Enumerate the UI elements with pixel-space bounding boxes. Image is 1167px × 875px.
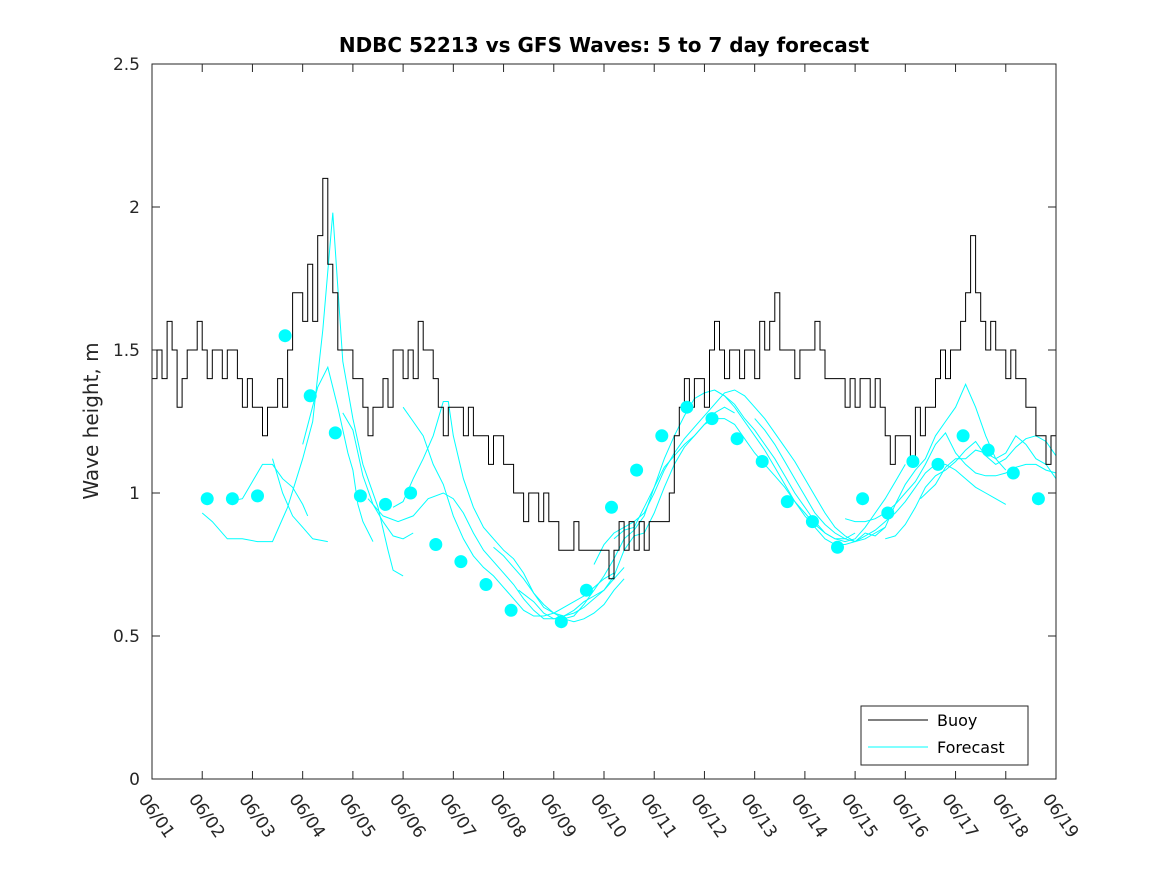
forecast-marker <box>931 457 945 471</box>
forecast-marker <box>730 432 744 446</box>
y-tick-label: 0 <box>129 770 140 790</box>
forecast-marker <box>200 492 214 506</box>
y-tick-label: 1 <box>129 484 140 504</box>
forecast-marker <box>278 329 292 343</box>
forecast-marker <box>328 426 342 440</box>
forecast-marker <box>981 443 995 457</box>
legend-buoy-label: Buoy <box>937 711 977 730</box>
forecast-marker <box>831 540 844 554</box>
forecast-marker <box>479 578 493 591</box>
x-tick-label: 06/04 <box>285 790 329 842</box>
forecast-run-line <box>885 435 1057 540</box>
legend-box <box>860 705 1029 766</box>
x-tick-label: 06/08 <box>485 790 529 842</box>
forecast-marker <box>755 455 769 468</box>
forecast-run-line <box>518 389 856 620</box>
forecast-marker <box>303 389 317 403</box>
forecast-marker <box>429 538 443 551</box>
x-tick-label: 06/10 <box>586 790 630 842</box>
x-tick-label: 06/09 <box>536 790 580 842</box>
forecast-marker <box>1031 492 1045 506</box>
legend: Buoy Forecast <box>860 705 1029 766</box>
forecast-run-line <box>201 212 404 577</box>
plot-area <box>152 177 1057 629</box>
x-tick-label: 06/02 <box>184 790 228 842</box>
forecast-run-line <box>593 389 886 565</box>
forecast-marker <box>780 495 794 509</box>
forecast-marker <box>353 489 367 503</box>
x-tick-label: 06/06 <box>385 790 429 842</box>
buoy-series-line <box>152 177 1057 580</box>
forecast-run-line <box>367 492 625 620</box>
forecast-marker <box>554 615 568 629</box>
y-tick-label: 2.5 <box>113 55 140 75</box>
forecast-run-line <box>272 458 328 543</box>
y-tick-label: 1.5 <box>113 341 140 361</box>
forecast-marker <box>805 515 819 529</box>
x-tick-label: 06/18 <box>988 790 1032 842</box>
forecast-run-line <box>844 432 1057 523</box>
forecast-marker <box>705 412 719 426</box>
forecast-marker <box>504 603 518 617</box>
forecast-run-line <box>714 383 1007 545</box>
x-tick-label: 06/05 <box>335 790 379 842</box>
forecast-marker <box>856 492 870 506</box>
legend-forecast-label: Forecast <box>937 738 1005 757</box>
forecast-marker <box>956 429 970 443</box>
forecast-run-line <box>227 463 309 517</box>
forecast-marker <box>655 429 669 443</box>
forecast-run-line <box>402 406 615 617</box>
forecast-run-line <box>754 418 1007 543</box>
x-tick-label: 06/19 <box>1038 790 1082 842</box>
x-tick-label: 06/01 <box>134 790 178 842</box>
y-tick-label: 0.5 <box>113 627 140 647</box>
forecast-marker <box>881 506 895 520</box>
x-tick-label: 06/17 <box>937 790 981 842</box>
x-tick-label: 06/13 <box>737 790 781 842</box>
plot-frame <box>151 63 1057 780</box>
forecast-marker <box>630 463 644 477</box>
forecast-marker <box>605 500 618 514</box>
forecast-marker <box>454 555 468 569</box>
forecast-marker <box>906 455 920 468</box>
x-tick-label: 06/12 <box>686 790 730 842</box>
y-tick-label: 2 <box>129 198 140 218</box>
x-tick-label: 06/14 <box>787 790 831 842</box>
x-tick-label: 06/03 <box>234 790 278 842</box>
forecast-run-line <box>302 365 374 542</box>
x-tick-label: 06/15 <box>837 790 881 842</box>
x-tick-label: 06/11 <box>636 790 680 842</box>
forecast-run-line <box>342 412 414 540</box>
y-axis-label: Wave height, m <box>79 342 103 499</box>
y-axis-ticks: 0 0.5 1 1.5 2 2.5 <box>113 55 1056 790</box>
forecast-marker <box>379 497 392 511</box>
forecast-marker <box>1006 466 1020 480</box>
x-tick-label: 06/07 <box>435 790 479 842</box>
forecast-marker <box>225 492 239 506</box>
forecast-marker <box>404 486 418 500</box>
forecast-marker <box>680 400 694 414</box>
forecast-marker <box>579 583 593 597</box>
forecast-run-line <box>392 401 625 623</box>
forecast-marker <box>251 489 264 503</box>
chart-title: NDBC 52213 vs GFS Waves: 5 to 7 day fore… <box>339 33 870 57</box>
x-tick-label: 06/16 <box>887 790 931 842</box>
